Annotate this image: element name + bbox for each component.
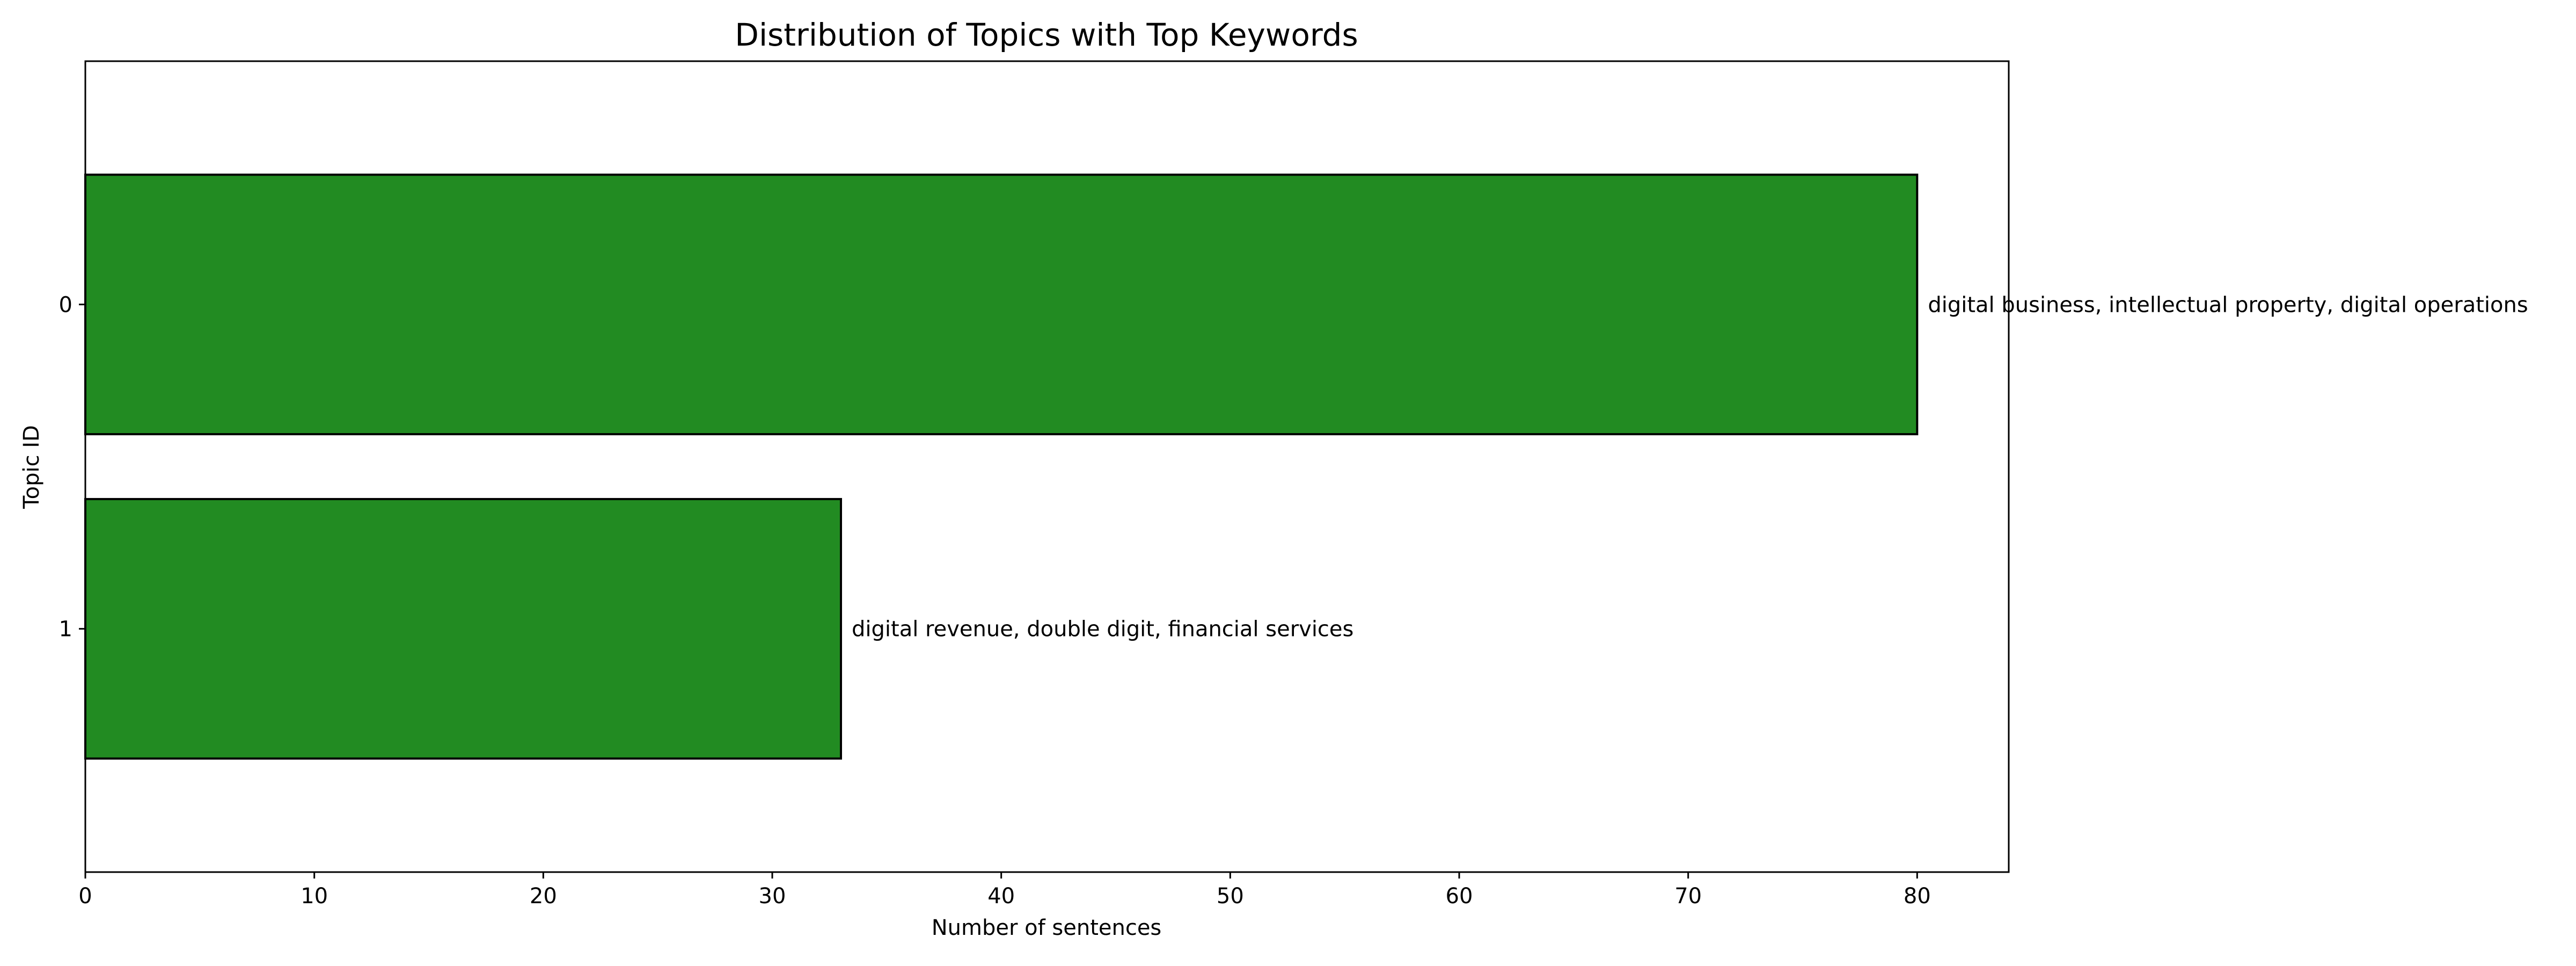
x-tick-label: 60 bbox=[1446, 884, 1473, 909]
x-tick-label: 20 bbox=[530, 884, 557, 909]
plot-frame bbox=[84, 60, 2010, 873]
y-tick-label: 1 bbox=[59, 617, 72, 642]
x-tick-label: 30 bbox=[759, 884, 786, 909]
x-tick-label: 80 bbox=[1904, 884, 1931, 909]
bar-topic-1 bbox=[84, 497, 842, 760]
x-tick-label: 10 bbox=[301, 884, 328, 909]
x-axis-label: Number of sentences bbox=[932, 916, 1162, 940]
bar-annotation-topic-0: digital business, intellectual property,… bbox=[1928, 292, 2528, 317]
ticks-layer: 010 10 20 30 40 50 60 70 80 bbox=[59, 292, 1931, 909]
bar-annotation-topic-1: digital revenue, double digit, financial… bbox=[852, 617, 1353, 642]
y-axis-label: Topic ID bbox=[19, 425, 44, 509]
bar-topic-0 bbox=[84, 173, 1919, 436]
chart-title: Distribution of Topics with Top Keywords bbox=[735, 17, 1358, 53]
x-tick-label: 50 bbox=[1217, 884, 1244, 909]
bars-layer: digital business, intellectual property,… bbox=[84, 173, 2528, 760]
x-tick-label: 40 bbox=[987, 884, 1015, 909]
y-tick-label: 0 bbox=[59, 292, 72, 317]
x-tick-label: 0 bbox=[78, 884, 92, 909]
x-tick-label: 70 bbox=[1674, 884, 1702, 909]
